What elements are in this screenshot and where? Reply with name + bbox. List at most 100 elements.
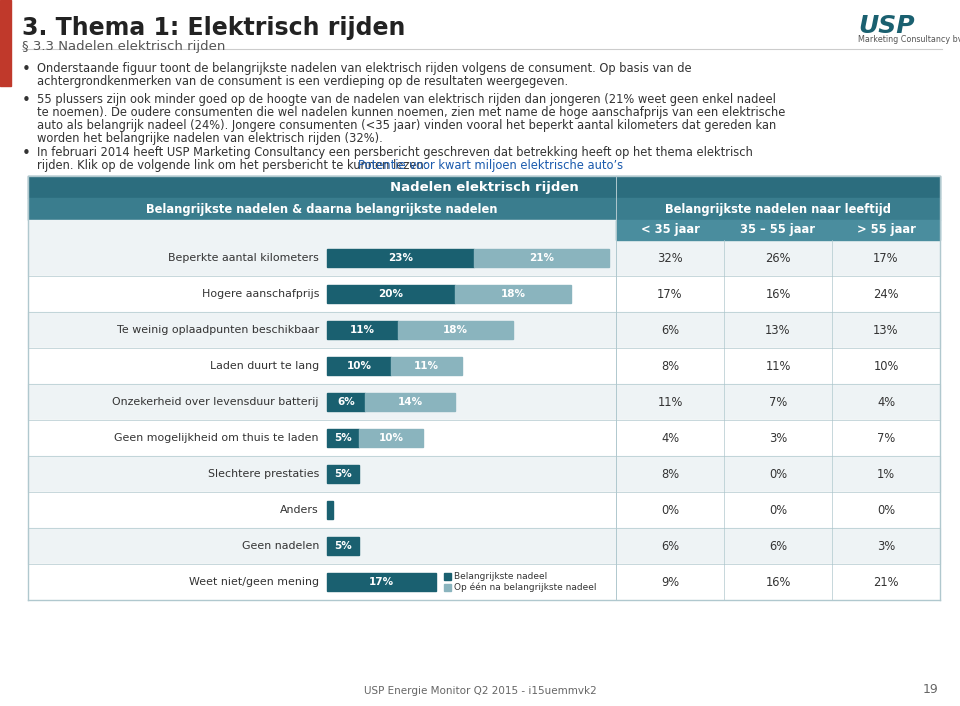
- Text: Belangrijkste nadeel: Belangrijkste nadeel: [454, 572, 547, 581]
- Text: 0%: 0%: [660, 503, 679, 517]
- Bar: [28, 420, 616, 456]
- Bar: [616, 564, 940, 600]
- Bar: [616, 420, 940, 456]
- Bar: [28, 492, 616, 528]
- Bar: [391, 357, 462, 376]
- Text: •: •: [22, 146, 31, 161]
- Text: 13%: 13%: [874, 323, 899, 337]
- Text: 11%: 11%: [658, 395, 683, 409]
- Bar: [28, 276, 616, 312]
- Text: 5%: 5%: [334, 469, 352, 479]
- Bar: [366, 393, 455, 412]
- Bar: [28, 456, 616, 492]
- Bar: [28, 198, 616, 220]
- Text: 16%: 16%: [765, 287, 791, 301]
- Bar: [616, 384, 940, 420]
- Text: 0%: 0%: [769, 503, 787, 517]
- Text: 20%: 20%: [378, 289, 403, 299]
- Bar: [28, 528, 616, 564]
- Bar: [327, 249, 474, 268]
- Bar: [359, 429, 423, 448]
- Text: Belangrijkste nadelen naar leeftijd: Belangrijkste nadelen naar leeftijd: [665, 203, 891, 215]
- Bar: [327, 429, 359, 448]
- Text: 11%: 11%: [765, 359, 791, 373]
- Bar: [327, 357, 391, 376]
- Text: 18%: 18%: [500, 289, 525, 299]
- Text: 11%: 11%: [414, 361, 439, 371]
- Text: 6%: 6%: [660, 539, 679, 553]
- Text: 5%: 5%: [334, 433, 352, 443]
- Text: In februari 2014 heeft USP Marketing Consultancy een persbericht geschreven dat : In februari 2014 heeft USP Marketing Con…: [37, 146, 753, 159]
- Bar: [28, 176, 940, 198]
- Bar: [28, 312, 616, 348]
- Text: 11%: 11%: [349, 325, 374, 335]
- Text: 10%: 10%: [874, 359, 899, 373]
- Text: 17%: 17%: [874, 251, 899, 265]
- Text: USP: USP: [858, 14, 915, 38]
- Text: 55 plussers zijn ook minder goed op de hoogte van de nadelen van elektrisch rijd: 55 plussers zijn ook minder goed op de h…: [37, 93, 776, 106]
- Text: auto als belangrijk nadeel (24%). Jongere consumenten (<35 jaar) vinden vooral h: auto als belangrijk nadeel (24%). Jonger…: [37, 119, 777, 132]
- Bar: [616, 348, 940, 384]
- Text: 10%: 10%: [347, 361, 372, 371]
- Text: 23%: 23%: [388, 253, 413, 263]
- Text: rijden. Klik op de volgende link om het persbericht te kunnen lezen:: rijden. Klik op de volgende link om het …: [37, 159, 427, 172]
- Text: Geen mogelijkheid om thuis te laden: Geen mogelijkheid om thuis te laden: [114, 433, 319, 443]
- Bar: [616, 220, 724, 240]
- Bar: [327, 465, 359, 484]
- Text: Te weinig oplaadpunten beschikbaar: Te weinig oplaadpunten beschikbaar: [117, 325, 319, 335]
- Bar: [327, 285, 455, 304]
- Text: 17%: 17%: [658, 287, 683, 301]
- Text: 24%: 24%: [874, 287, 899, 301]
- Bar: [327, 321, 397, 340]
- Text: 10%: 10%: [378, 433, 403, 443]
- Bar: [832, 220, 940, 240]
- Text: 32%: 32%: [658, 251, 683, 265]
- Text: Belangrijkste nadelen & daarna belangrijkste nadelen: Belangrijkste nadelen & daarna belangrij…: [146, 203, 497, 215]
- Text: Laden duurt te lang: Laden duurt te lang: [210, 361, 319, 371]
- Text: Slechtere prestaties: Slechtere prestaties: [207, 469, 319, 479]
- Text: 0%: 0%: [876, 503, 895, 517]
- Text: te noemen). De oudere consumenten die wel nadelen kunnen noemen, zien met name d: te noemen). De oudere consumenten die we…: [37, 106, 785, 119]
- Text: •: •: [22, 93, 31, 108]
- Bar: [616, 456, 940, 492]
- Text: 3%: 3%: [769, 431, 787, 445]
- Bar: [616, 492, 940, 528]
- Bar: [616, 276, 940, 312]
- Text: Anders: Anders: [280, 505, 319, 515]
- Text: 8%: 8%: [660, 359, 679, 373]
- Text: 16%: 16%: [765, 575, 791, 589]
- Text: 26%: 26%: [765, 251, 791, 265]
- Text: < 35 jaar: < 35 jaar: [640, 224, 700, 237]
- Bar: [474, 249, 609, 268]
- Bar: [455, 285, 570, 304]
- Text: 6%: 6%: [660, 323, 679, 337]
- Text: worden het belangrijke nadelen van elektrisch rijden (32%).: worden het belangrijke nadelen van elekt…: [37, 132, 383, 145]
- Text: 13%: 13%: [765, 323, 791, 337]
- Text: 21%: 21%: [529, 253, 554, 263]
- Bar: [327, 537, 359, 556]
- Text: Marketing Consultancy bv: Marketing Consultancy bv: [858, 35, 960, 44]
- Text: 19: 19: [923, 683, 938, 696]
- Text: 21%: 21%: [874, 575, 899, 589]
- Bar: [0, 0, 11, 86]
- Bar: [28, 240, 616, 276]
- Text: Geen nadelen: Geen nadelen: [242, 541, 319, 551]
- Bar: [724, 220, 832, 240]
- Text: Onderstaande figuur toont de belangrijkste nadelen van elektrisch rijden volgens: Onderstaande figuur toont de belangrijks…: [37, 62, 691, 75]
- Text: 1%: 1%: [876, 467, 895, 481]
- Text: achtergrondkenmerken van de consument is een verdieping op de resultaten weergeg: achtergrondkenmerken van de consument is…: [37, 75, 568, 88]
- Text: Onzekerheid over levensduur batterij: Onzekerheid over levensduur batterij: [112, 397, 319, 407]
- Text: 8%: 8%: [660, 467, 679, 481]
- Bar: [28, 564, 616, 600]
- Text: 14%: 14%: [397, 397, 423, 407]
- Text: 6%: 6%: [769, 539, 787, 553]
- Text: 35 – 55 jaar: 35 – 55 jaar: [740, 224, 815, 237]
- Text: Hogere aanschafprijs: Hogere aanschafprijs: [202, 289, 319, 299]
- Text: Weet niet/geen mening: Weet niet/geen mening: [189, 577, 319, 587]
- Text: 17%: 17%: [369, 577, 394, 587]
- Text: •: •: [22, 62, 31, 77]
- Text: § 3.3 Nadelen elektrisch rijden: § 3.3 Nadelen elektrisch rijden: [22, 40, 226, 53]
- Text: 9%: 9%: [660, 575, 679, 589]
- Bar: [327, 393, 366, 412]
- Text: > 55 jaar: > 55 jaar: [856, 224, 916, 237]
